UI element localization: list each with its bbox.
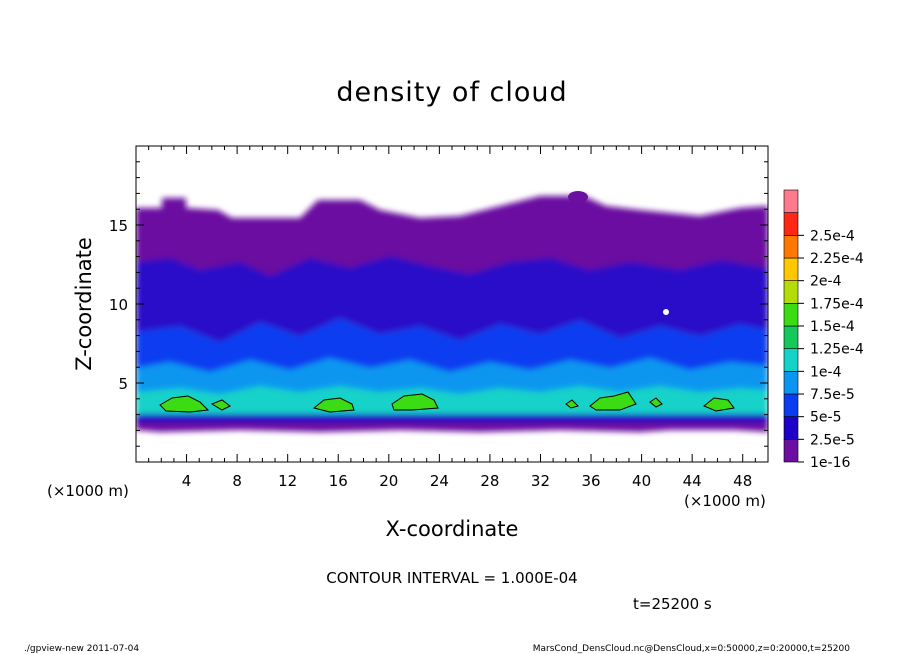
field-level-bottom	[136, 422, 768, 430]
x-axis-ticks: 4 8 12 16 20 24 28 32 36 40 44 48	[148, 146, 756, 490]
x-tick-label: 28	[480, 472, 499, 490]
colorbar-swatch	[783, 189, 799, 213]
colorbar-swatch	[783, 416, 799, 440]
footer-left: ./gpview-new 2011-07-04	[24, 644, 139, 654]
x-tick-label: 20	[379, 472, 398, 490]
colorbar-swatch	[783, 348, 799, 372]
time-label: t=25200 s	[633, 595, 712, 613]
colorbar-swatch	[783, 280, 799, 304]
x-tick-label: 8	[232, 472, 242, 490]
x-tick-label: 36	[581, 472, 600, 490]
colorbar-swatch	[783, 393, 799, 417]
y-axis-ticks: 5 10 15	[109, 161, 768, 447]
colorbar-swatch	[783, 439, 799, 463]
colorbar-swatch	[783, 212, 799, 236]
x-tick-label: 12	[278, 472, 297, 490]
x-tick-label: 24	[430, 472, 449, 490]
colorbar-swatch	[783, 303, 799, 327]
x-tick-label: 32	[531, 472, 550, 490]
x-tick-label: 48	[733, 472, 752, 490]
colorbar-swatch	[783, 257, 799, 281]
colorbar-label: 2.5e-5	[810, 432, 855, 448]
colorbar: 1e-16 2.5e-5 5e-5 7.5e-5 1e-4 1.25e-4 1.5e-4 1.…	[783, 189, 864, 471]
x-unit-label-right: (×1000 m)	[684, 492, 766, 510]
x-tick-label: 4	[182, 472, 192, 490]
colorbar-label: 1.25e-4	[810, 342, 864, 358]
y-tick-label: 10	[109, 296, 128, 314]
x-tick-label: 40	[632, 472, 651, 490]
colorbar-label: 5e-5	[810, 410, 841, 426]
colorbar-swatch	[783, 235, 799, 259]
x-unit-label-left: (×1000 m)	[47, 482, 129, 500]
colorbar-swatch	[783, 325, 799, 349]
x-axis-title: X-coordinate	[386, 517, 519, 541]
x-tick-label: 16	[329, 472, 348, 490]
y-axis-title: Z-coordinate	[72, 237, 96, 371]
field-hole	[663, 309, 669, 315]
colorbar-label: 1.5e-4	[810, 319, 855, 335]
field-level-lowband	[136, 414, 768, 424]
colorbar-swatch	[783, 371, 799, 395]
y-tick-label: 5	[118, 375, 128, 393]
colorbar-label: 1e-16	[810, 455, 850, 471]
colorbar-label: 7.5e-5	[810, 387, 855, 403]
colorbar-label: 2e-4	[810, 274, 842, 290]
y-tick-label: 15	[109, 217, 128, 235]
colorbar-label: 2.25e-4	[810, 251, 864, 267]
contour-green-patches	[159, 391, 735, 413]
colorbar-label: 1.75e-4	[810, 296, 864, 312]
colorbar-label: 1e-4	[810, 364, 842, 380]
chart-title: density of cloud	[336, 77, 567, 108]
colorbar-label: 2.5e-4	[810, 228, 855, 244]
footer-right: MarsCond_DensCloud.nc@DensCloud,x=0:5000…	[533, 644, 850, 654]
field-hole	[568, 191, 588, 203]
cloud-density-field	[136, 191, 768, 432]
x-tick-label: 44	[683, 472, 702, 490]
contour-interval-label: CONTOUR INTERVAL = 1.000E-04	[326, 569, 577, 587]
